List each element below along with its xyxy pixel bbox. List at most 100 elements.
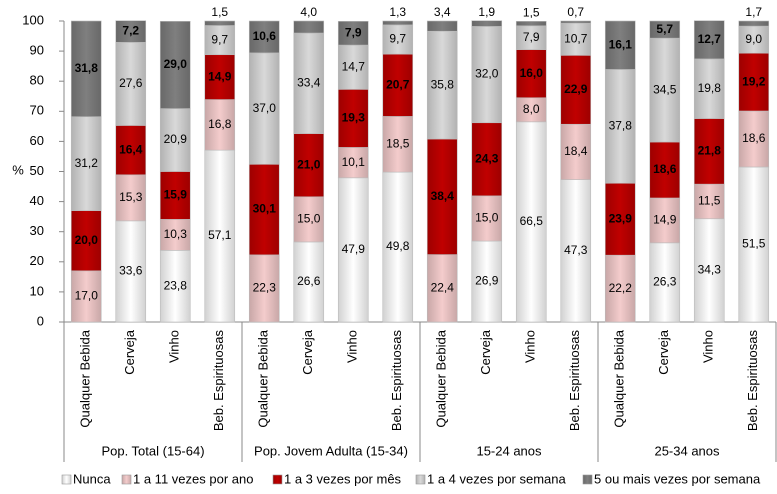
bar-segment <box>159 219 191 251</box>
value-label: 33,6 <box>119 264 143 278</box>
bar-segment <box>604 20 636 70</box>
bar-segment <box>604 182 636 256</box>
bar-segment <box>248 163 280 256</box>
bar-segment <box>515 97 547 123</box>
bar-segment <box>248 254 280 323</box>
value-label: 22,2 <box>609 281 633 295</box>
value-label: 9,7 <box>389 32 406 46</box>
legend-swatch <box>415 474 426 485</box>
value-label: 31,2 <box>75 156 99 170</box>
y-tick-label: 90 <box>30 43 44 58</box>
y-tick-label: 0 <box>37 313 44 328</box>
value-label: 12,7 <box>698 32 722 46</box>
bar-segment <box>426 30 458 140</box>
value-label: 33,4 <box>297 75 321 89</box>
bar-segment <box>560 179 592 323</box>
y-tick-label: 10 <box>30 283 44 298</box>
legend-label: 5 ou mais vezes por semana <box>594 471 761 486</box>
value-label: 7,9 <box>523 30 540 44</box>
value-label: 14,7 <box>342 59 366 73</box>
bar-segment <box>471 122 503 197</box>
value-label: 18,4 <box>564 144 588 158</box>
x-tick-label: Vinho <box>701 330 716 363</box>
bar-segment <box>115 20 147 43</box>
x-tick-label: Cerveja <box>478 329 493 375</box>
bar-segment <box>471 20 503 27</box>
value-label: 34,3 <box>698 263 722 277</box>
value-label: 37,0 <box>253 101 277 115</box>
bar-segment <box>293 20 325 34</box>
x-tick-label: Cerveja <box>656 329 671 375</box>
y-tick-label: 20 <box>30 253 44 268</box>
value-label: 1,5 <box>523 5 540 19</box>
x-tick-label: Qualquer Bebida <box>78 329 93 427</box>
bar-segment <box>560 22 592 56</box>
bar-segment <box>738 20 770 27</box>
value-label: 16,4 <box>119 142 143 156</box>
y-tick-label: 80 <box>30 73 44 88</box>
value-label: 1,7 <box>745 5 762 19</box>
value-label: 9,7 <box>211 32 228 46</box>
value-label: 14,9 <box>653 213 677 227</box>
bar-segment <box>382 20 414 26</box>
bar-segment <box>693 183 725 220</box>
value-label: 5,7 <box>656 22 673 36</box>
bar-segment <box>293 133 325 198</box>
bar-segment <box>604 254 636 323</box>
value-label: 20,7 <box>386 77 410 91</box>
bar-segment <box>337 147 369 179</box>
value-label: 19,2 <box>742 74 766 88</box>
value-label: 1,5 <box>211 5 228 19</box>
bar-segment <box>693 58 725 119</box>
bar-segment <box>115 220 147 323</box>
value-label: 16,1 <box>609 37 633 51</box>
bar-segment <box>204 149 236 323</box>
value-label: 26,3 <box>653 275 677 289</box>
x-tick-label: Cerveja <box>122 329 137 375</box>
bar-segment <box>515 49 547 99</box>
value-label: 15,0 <box>297 212 321 226</box>
bar-segment <box>471 240 503 323</box>
bar-segment <box>382 116 414 173</box>
bar-segment <box>159 250 191 323</box>
bar-segment <box>159 21 191 109</box>
value-label: 23,9 <box>609 211 633 225</box>
bar-segment <box>293 196 325 243</box>
value-label: 66,5 <box>520 214 544 228</box>
value-label: 0,7 <box>567 5 584 19</box>
bar-segment <box>471 26 503 124</box>
bar-segment <box>115 42 147 126</box>
bar-segment <box>426 20 458 32</box>
value-label: 21,8 <box>698 144 722 158</box>
value-label: 57,1 <box>208 228 232 242</box>
bar-segment <box>515 21 547 27</box>
bar-segment <box>204 54 236 100</box>
value-label: 4,0 <box>300 5 317 19</box>
value-label: 11,5 <box>698 194 721 208</box>
value-label: 19,8 <box>698 81 722 95</box>
value-label: 35,8 <box>431 77 455 91</box>
value-label: 29,0 <box>164 57 188 71</box>
bar-segment <box>293 241 325 323</box>
bar-segment <box>693 20 725 60</box>
bar-segment <box>649 141 681 199</box>
group-label: Pop. Jovem Adulta (15-34) <box>254 443 408 458</box>
value-label: 1,9 <box>478 5 495 19</box>
bar-segment <box>248 52 280 165</box>
value-label: 18,5 <box>386 136 410 150</box>
group-label: Pop. Total (15-64) <box>101 443 204 458</box>
value-label: 22,3 <box>253 281 277 295</box>
bar-segment <box>70 20 102 118</box>
value-label: 15,3 <box>119 190 143 204</box>
x-tick-label: Vinho <box>523 330 538 363</box>
value-label: 26,6 <box>297 274 321 288</box>
y-tick-label: 100 <box>22 12 44 27</box>
bar-segment <box>115 125 147 176</box>
x-tick-label: Vinho <box>167 330 182 363</box>
bar-segment <box>560 20 592 24</box>
value-label: 8,0 <box>523 102 540 116</box>
value-label: 16,0 <box>520 66 544 80</box>
bar-segment <box>337 177 369 323</box>
x-tick-label: Beb. Espirituosas <box>567 330 582 432</box>
